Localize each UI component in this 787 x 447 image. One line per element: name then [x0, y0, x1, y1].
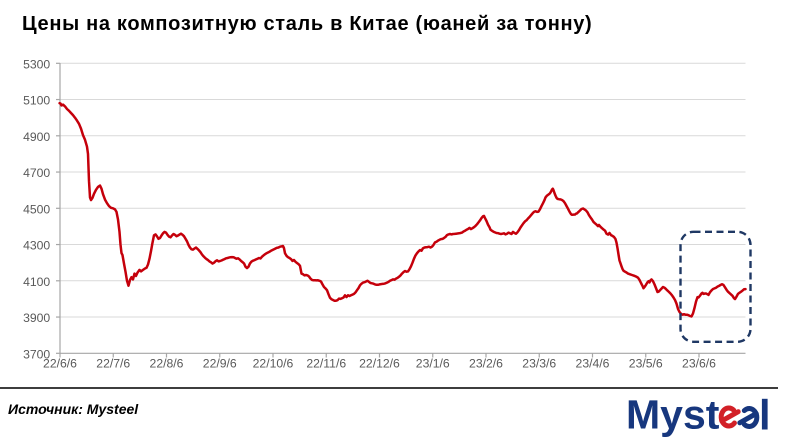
svg-text:4300: 4300: [23, 239, 50, 253]
svg-text:23/5/6: 23/5/6: [629, 357, 663, 371]
svg-text:Myst: Myst: [626, 395, 720, 438]
svg-text:22/7/6: 22/7/6: [96, 357, 130, 371]
svg-text:22/6/6: 22/6/6: [43, 357, 77, 371]
svg-text:22/8/6: 22/8/6: [150, 357, 184, 371]
svg-text:3900: 3900: [23, 311, 50, 325]
svg-text:22/12/6: 22/12/6: [359, 357, 400, 371]
svg-text:23/2/6: 23/2/6: [469, 357, 503, 371]
svg-text:22/11/6: 22/11/6: [306, 357, 346, 371]
svg-text:22/10/6: 22/10/6: [253, 357, 294, 371]
svg-text:4500: 4500: [23, 202, 50, 216]
svg-text:5300: 5300: [23, 57, 50, 71]
svg-text:23/3/6: 23/3/6: [522, 357, 556, 371]
svg-text:22/9/6: 22/9/6: [203, 357, 237, 371]
svg-text:4100: 4100: [23, 275, 50, 289]
svg-text:4900: 4900: [23, 130, 50, 144]
svg-text:23/4/6: 23/4/6: [576, 357, 610, 371]
svg-text:3700: 3700: [23, 347, 50, 361]
svg-text:4700: 4700: [23, 166, 50, 180]
svg-text:5100: 5100: [23, 94, 50, 108]
svg-text:23/1/6: 23/1/6: [416, 357, 450, 371]
svg-text:23/6/6: 23/6/6: [682, 357, 716, 371]
